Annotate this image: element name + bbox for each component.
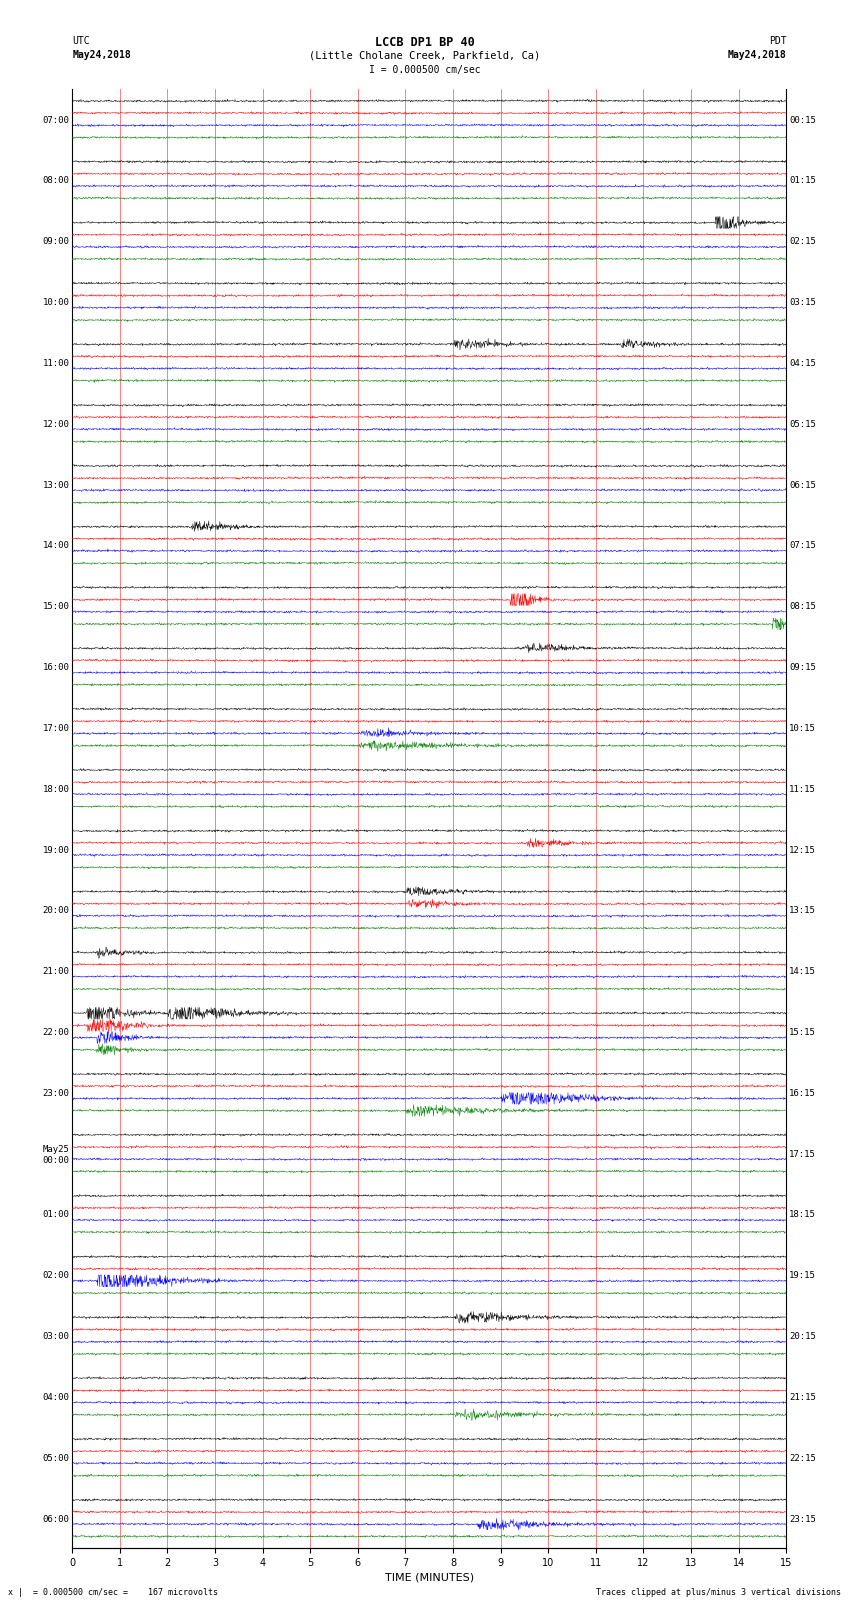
Text: UTC: UTC xyxy=(72,37,90,47)
Text: (Little Cholane Creek, Parkfield, Ca): (Little Cholane Creek, Parkfield, Ca) xyxy=(309,50,541,61)
X-axis label: TIME (MINUTES): TIME (MINUTES) xyxy=(385,1573,473,1582)
Text: LCCB DP1 BP 40: LCCB DP1 BP 40 xyxy=(375,37,475,50)
Text: PDT: PDT xyxy=(768,37,786,47)
Text: May24,2018: May24,2018 xyxy=(72,50,131,60)
Text: I = 0.000500 cm/sec: I = 0.000500 cm/sec xyxy=(369,65,481,74)
Text: Traces clipped at plus/minus 3 vertical divisions: Traces clipped at plus/minus 3 vertical … xyxy=(597,1587,842,1597)
Text: May24,2018: May24,2018 xyxy=(728,50,786,60)
Text: x |  = 0.000500 cm/sec =    167 microvolts: x | = 0.000500 cm/sec = 167 microvolts xyxy=(8,1587,218,1597)
